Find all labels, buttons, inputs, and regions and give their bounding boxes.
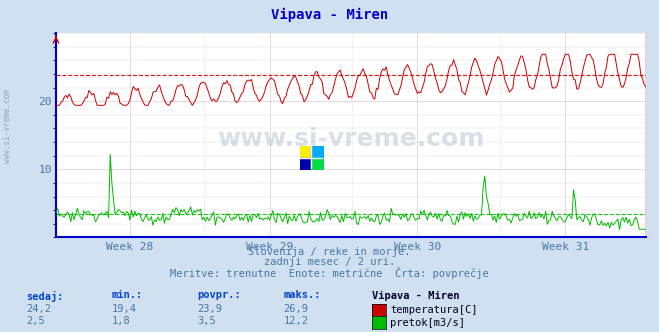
Text: Vipava - Miren: Vipava - Miren: [271, 8, 388, 23]
Text: min.:: min.:: [112, 290, 143, 300]
Text: 3,5: 3,5: [198, 316, 216, 326]
Text: pretok[m3/s]: pretok[m3/s]: [390, 318, 465, 328]
Text: 24,2: 24,2: [26, 304, 51, 314]
Text: sedaj:: sedaj:: [26, 290, 64, 301]
Text: povpr.:: povpr.:: [198, 290, 241, 300]
Text: 23,9: 23,9: [198, 304, 223, 314]
Text: www.si-vreme.com: www.si-vreme.com: [3, 89, 13, 163]
Text: 1,8: 1,8: [112, 316, 130, 326]
Text: 2,5: 2,5: [26, 316, 45, 326]
Text: Meritve: trenutne  Enote: metrične  Črta: povprečje: Meritve: trenutne Enote: metrične Črta: …: [170, 267, 489, 279]
Text: Slovenija / reke in morje.: Slovenija / reke in morje.: [248, 247, 411, 257]
Text: Vipava - Miren: Vipava - Miren: [372, 290, 460, 300]
Text: 26,9: 26,9: [283, 304, 308, 314]
Text: zadnji mesec / 2 uri.: zadnji mesec / 2 uri.: [264, 257, 395, 267]
Text: 19,4: 19,4: [112, 304, 137, 314]
Text: www.si-vreme.com: www.si-vreme.com: [217, 127, 484, 151]
Text: temperatura[C]: temperatura[C]: [390, 305, 478, 315]
Text: 12,2: 12,2: [283, 316, 308, 326]
Text: maks.:: maks.:: [283, 290, 321, 300]
